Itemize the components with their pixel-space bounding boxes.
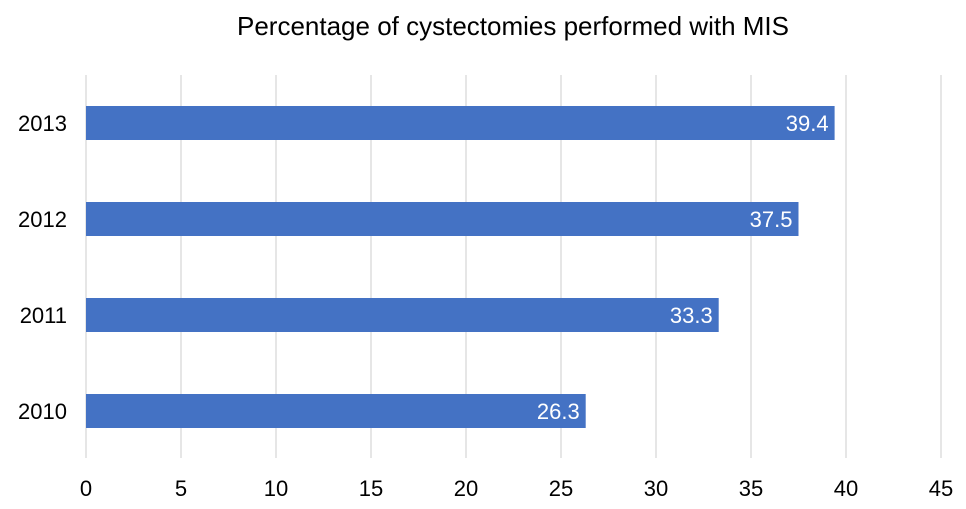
x-tick-label: 0 xyxy=(80,476,92,501)
bar-2012 xyxy=(86,202,799,236)
data-label-2013: 39.4 xyxy=(786,111,829,136)
chart-title: Percentage of cystectomies performed wit… xyxy=(237,11,789,41)
data-label-2012: 37.5 xyxy=(750,207,793,232)
data-label-2011: 33.3 xyxy=(670,303,713,328)
x-tick-label: 15 xyxy=(359,476,383,501)
bar-2013 xyxy=(86,106,835,140)
bar-2011 xyxy=(86,298,719,332)
x-tick-label: 20 xyxy=(454,476,478,501)
x-tick-label: 30 xyxy=(644,476,668,501)
x-tick-label: 10 xyxy=(264,476,288,501)
x-tick-label: 45 xyxy=(929,476,953,501)
x-tick-label: 35 xyxy=(739,476,763,501)
bar-2010 xyxy=(86,394,586,428)
category-label-2011: 2011 xyxy=(20,303,67,328)
category-label-2012: 2012 xyxy=(18,207,67,232)
x-tick-label: 5 xyxy=(175,476,187,501)
bars: 26.3 33.3 37.5 39.4 xyxy=(86,106,835,428)
x-tick-label: 40 xyxy=(834,476,858,501)
category-label-2013: 2013 xyxy=(18,111,67,136)
x-tick-label: 25 xyxy=(549,476,573,501)
data-label-2010: 26.3 xyxy=(537,399,580,424)
value-axis: 0 5 10 15 20 25 30 35 40 45 xyxy=(80,476,953,501)
category-label-2010: 2010 xyxy=(18,399,67,424)
category-axis: 2010 2011 2012 2013 xyxy=(18,111,67,424)
